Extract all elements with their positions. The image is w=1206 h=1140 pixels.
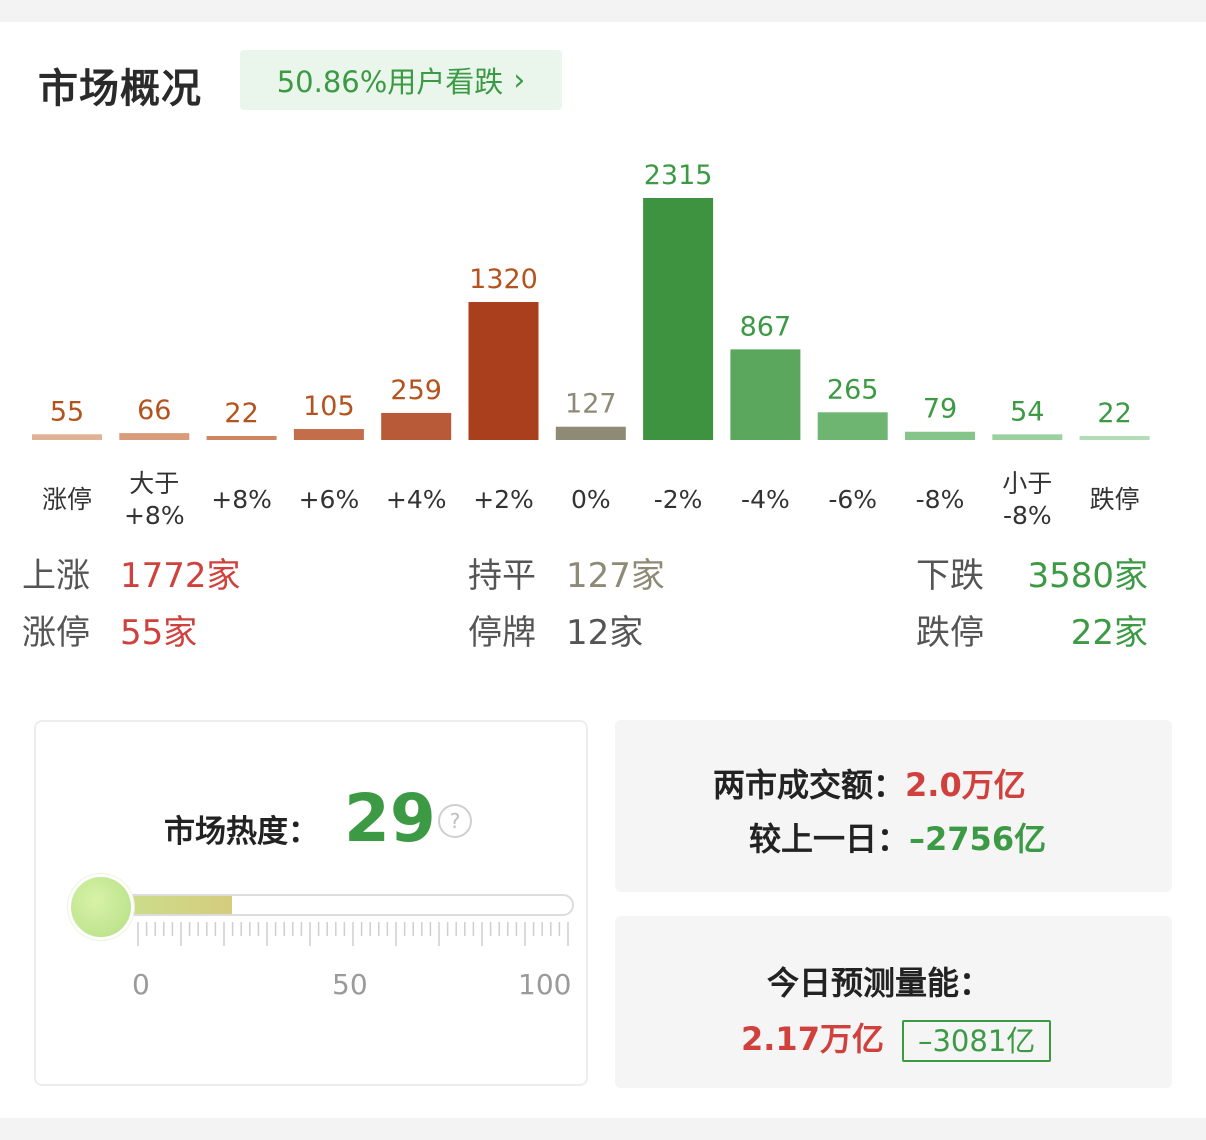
suspend-label: 停牌 <box>468 613 536 653</box>
bar-6 <box>555 426 626 440</box>
category-label: 跌停 <box>1090 485 1140 514</box>
bar-4 <box>381 412 452 440</box>
bar-5 <box>468 302 539 440</box>
flat-count: 127家 <box>566 556 665 596</box>
forecast-change-badge: –3081亿 <box>901 1020 1052 1062</box>
bar-7 <box>643 198 714 440</box>
bar-value-label: 79 <box>923 394 957 425</box>
turnover-change-label: 较上一日： <box>749 820 910 858</box>
turnover-label: 两市成交额： <box>713 766 906 804</box>
category-label: 大于 <box>129 469 179 498</box>
bar-11 <box>992 434 1063 440</box>
page-title: 市场概况 <box>38 66 202 112</box>
scale-50: 50 <box>332 968 368 1001</box>
bar-value-label: 867 <box>740 311 792 342</box>
heat-label: 市场热度： <box>164 814 319 850</box>
fall-count: 3580家 <box>1027 556 1148 596</box>
category-label: -8% <box>916 485 965 514</box>
sentiment-button[interactable]: 50.86%用户看跌 › <box>240 50 562 110</box>
category-label: +6% <box>299 485 360 514</box>
turnover-change-row: 较上一日：–2756亿 <box>749 814 1046 860</box>
category-label: -8% <box>1003 501 1052 530</box>
bar-0 <box>32 434 102 440</box>
limit-down-count: 22家 <box>1070 613 1148 653</box>
bar-value-label: 54 <box>1010 396 1044 427</box>
category-label: +2% <box>473 485 534 514</box>
rise-count: 1772家 <box>120 556 241 596</box>
scale-0: 0 <box>132 968 150 1001</box>
bar-value-label: 66 <box>137 395 171 426</box>
category-label: +8% <box>211 485 272 514</box>
bar-value-label: 265 <box>827 374 879 405</box>
chevron-right-icon: › <box>513 62 526 98</box>
bar-9 <box>817 412 888 440</box>
forecast-value: 2.17万亿 <box>741 1020 884 1058</box>
forecast-label: 今日预测量能： <box>767 964 992 1002</box>
bar-value-label: 55 <box>50 396 84 427</box>
turnover-value: 2.0万亿 <box>905 766 1026 804</box>
category-label: 涨停 <box>42 485 92 514</box>
category-label: 0% <box>571 485 611 514</box>
bar-value-label: 2315 <box>644 160 713 191</box>
bar-3 <box>293 429 364 440</box>
bar-value-label: 22 <box>1097 398 1131 429</box>
limit-up-label: 涨停 <box>22 613 90 653</box>
limit-up-count: 55家 <box>120 613 198 653</box>
flat-label: 持平 <box>468 556 536 596</box>
scale-100: 100 <box>518 968 572 1001</box>
market-heat-card: 市场热度： 29 ? 0 50 100 <box>34 720 588 1086</box>
bar-2 <box>206 436 277 440</box>
limit-down-label: 跌停 <box>916 613 984 653</box>
bar-value-label: 105 <box>303 391 355 422</box>
category-label: +8% <box>124 501 185 530</box>
sentiment-text: 50.86%用户看跌 <box>276 65 504 99</box>
turnover-change-value: –2756亿 <box>909 820 1047 858</box>
distribution-chart: 55 涨停 66 大于 +8% 22 +8% 105 +6% 259 +4% 1320 +2% 127 0%… <box>32 160 1150 530</box>
bar-value-label: 1320 <box>469 264 538 295</box>
turnover-box: 两市成交额：2.0万亿 较上一日：–2756亿 <box>615 720 1172 892</box>
category-label: 小于 <box>1002 469 1052 498</box>
bar-8 <box>730 349 801 440</box>
bar-value-label: 127 <box>565 389 617 420</box>
heat-scale-ticks <box>137 922 569 946</box>
bar-value-label: 259 <box>390 375 442 406</box>
fall-label: 下跌 <box>916 556 984 596</box>
heat-value: 29 <box>344 780 436 857</box>
bar-10 <box>905 431 975 440</box>
category-label: -4% <box>741 485 790 514</box>
forecast-box: 今日预测量能： 2.17万亿 –3081亿 <box>615 916 1172 1088</box>
rise-label: 上涨 <box>22 556 90 596</box>
category-label: -2% <box>654 485 703 514</box>
suspend-count: 12家 <box>566 613 644 653</box>
heat-knob <box>68 874 134 940</box>
bar-value-label: 22 <box>224 398 258 429</box>
turnover-row: 两市成交额：2.0万亿 <box>713 760 1026 806</box>
category-label: -6% <box>828 485 877 514</box>
help-icon[interactable]: ? <box>438 804 472 838</box>
forecast-row: 2.17万亿 –3081亿 <box>741 1014 1052 1062</box>
bar-12 <box>1079 436 1150 440</box>
bar-1 <box>119 433 190 440</box>
category-label: +4% <box>386 485 447 514</box>
